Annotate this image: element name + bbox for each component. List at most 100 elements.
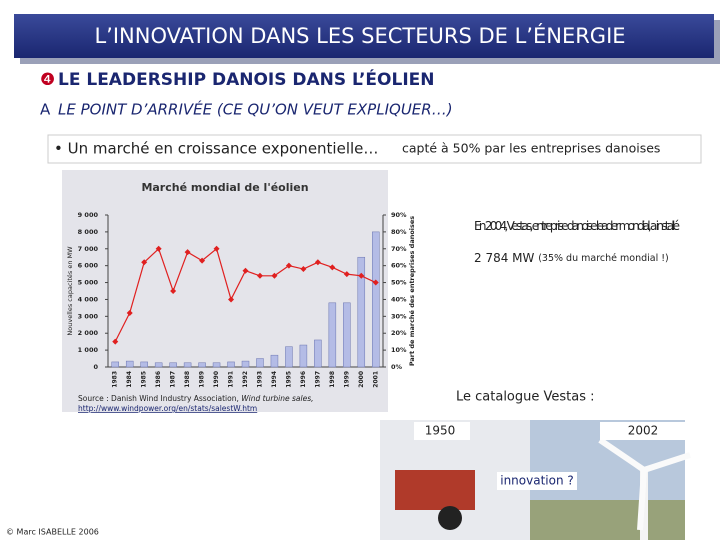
x-tick-label: 1985 xyxy=(141,371,148,388)
x-tick-label: 1999 xyxy=(343,371,350,388)
y2-tick-label: 60% xyxy=(391,262,407,270)
y-tick-label: 8 000 xyxy=(78,228,99,236)
share-marker xyxy=(343,271,350,278)
y-tick-label: 7 000 xyxy=(78,245,99,253)
share-marker xyxy=(329,264,336,271)
source: Source : Danish Wind Industry Associatio… xyxy=(78,394,314,403)
question: innovation ? xyxy=(500,474,574,488)
x-tick-label: 1997 xyxy=(314,371,321,388)
y2-tick-label: 10% xyxy=(391,346,407,354)
section-number: ❹ xyxy=(40,70,55,90)
section-subtitle: LE POINT D’ARRIVÉE (CE QU’ON VEUT EXPLIQ… xyxy=(58,100,453,119)
share-marker xyxy=(285,262,292,269)
y-tick-label: 6 000 xyxy=(78,262,99,270)
x-tick-label: 1989 xyxy=(199,371,206,388)
bar xyxy=(270,354,279,368)
bar xyxy=(140,361,148,368)
x-tick-label: 2000 xyxy=(358,371,365,388)
x-tick-label: 2001 xyxy=(372,371,379,388)
y2-tick-label: 70% xyxy=(391,245,407,253)
bar xyxy=(212,362,221,368)
share-marker xyxy=(126,309,133,316)
x-tick-label: 1986 xyxy=(155,371,162,388)
section-letter: A xyxy=(40,101,51,119)
bar xyxy=(256,358,264,368)
x-tick-label: 1991 xyxy=(228,371,235,388)
share-marker xyxy=(372,279,379,286)
x-tick-label: 1993 xyxy=(256,371,263,388)
bullet-rest: capté à 50% par les entreprises danoises xyxy=(402,141,660,156)
x-tick-label: 1995 xyxy=(285,371,292,388)
x-tick-label: 1988 xyxy=(184,371,191,388)
share-marker xyxy=(170,288,177,294)
y2-tick-label: 0% xyxy=(391,363,403,371)
trailer-wheel xyxy=(438,506,462,530)
share-marker xyxy=(141,259,148,266)
y-tick-label: 4 000 xyxy=(78,295,99,303)
share-marker xyxy=(155,245,162,252)
y2-tick-label: 30% xyxy=(391,312,407,320)
callout-box xyxy=(470,210,686,276)
y2-tick-label: 90% xyxy=(391,211,407,219)
bar xyxy=(372,231,380,368)
bullet-main: • Un marché en croissance exponentielle… xyxy=(54,140,378,158)
year-box xyxy=(600,422,685,440)
share-marker xyxy=(300,266,307,273)
share-marker xyxy=(199,257,206,264)
bar xyxy=(198,362,206,368)
y-tick-label: 2 000 xyxy=(78,329,99,337)
bar xyxy=(343,302,351,368)
slide-title: L’INNOVATION DANS LES SECTEURS DE L’ÉNER… xyxy=(94,23,625,48)
y2-tick-label: 40% xyxy=(391,295,407,303)
chart-background xyxy=(62,170,388,412)
callout-end: 2 784 MW (35% du marché mondial !) xyxy=(474,251,669,265)
question-box xyxy=(497,472,577,490)
bar xyxy=(357,256,366,368)
bar xyxy=(314,339,322,368)
bar xyxy=(241,360,250,368)
bar xyxy=(328,302,337,368)
bar xyxy=(169,362,177,368)
share-marker xyxy=(242,267,249,274)
bullet-box xyxy=(47,134,702,164)
field xyxy=(530,500,685,540)
share-marker xyxy=(271,272,278,279)
share-marker xyxy=(358,272,365,279)
share-marker xyxy=(184,249,191,256)
y2-tick-label: 50% xyxy=(391,279,407,287)
x-tick-label: 1996 xyxy=(300,371,307,388)
y2-axis-label: Part de marché des entreprises danoises xyxy=(408,216,416,366)
y-tick-label: 9 000 xyxy=(78,211,99,219)
y-tick-label: 1 000 xyxy=(78,346,99,354)
share-marker xyxy=(228,296,235,303)
trailer xyxy=(395,470,475,510)
share-marker xyxy=(112,338,119,345)
year-2002: 2002 xyxy=(628,424,659,438)
x-tick-label: 1998 xyxy=(329,371,336,388)
catalogue-box xyxy=(450,383,670,411)
source-url: http://www.windpower.org/en/stats/salest… xyxy=(78,404,257,413)
bar xyxy=(183,362,192,368)
x-tick-label: 1994 xyxy=(271,371,278,388)
bar xyxy=(111,361,119,368)
x-tick-label: 1983 xyxy=(112,371,119,388)
share-marker xyxy=(256,272,263,279)
y2-tick-label: 80% xyxy=(391,228,407,236)
bar xyxy=(285,346,293,368)
x-tick-label: 1987 xyxy=(170,371,177,388)
catalogue-title: Le catalogue Vestas : xyxy=(456,390,595,405)
bar xyxy=(299,344,308,368)
bar xyxy=(125,360,134,368)
callout-line: En 2004, Vestas, entreprise danoise lead… xyxy=(474,219,680,233)
blades xyxy=(598,437,691,531)
section-title: LE LEADERSHIP DANOIS DANS L’ÉOLIEN xyxy=(58,68,435,90)
bar xyxy=(227,361,235,368)
year-1950: 1950 xyxy=(425,424,456,438)
x-tick-label: 1984 xyxy=(126,371,133,388)
x-tick-label: 1990 xyxy=(213,371,220,388)
y-tick-label: 0 xyxy=(93,363,98,371)
y2-tick-label: 20% xyxy=(391,329,407,337)
share-marker xyxy=(213,245,220,252)
bar xyxy=(154,362,163,368)
